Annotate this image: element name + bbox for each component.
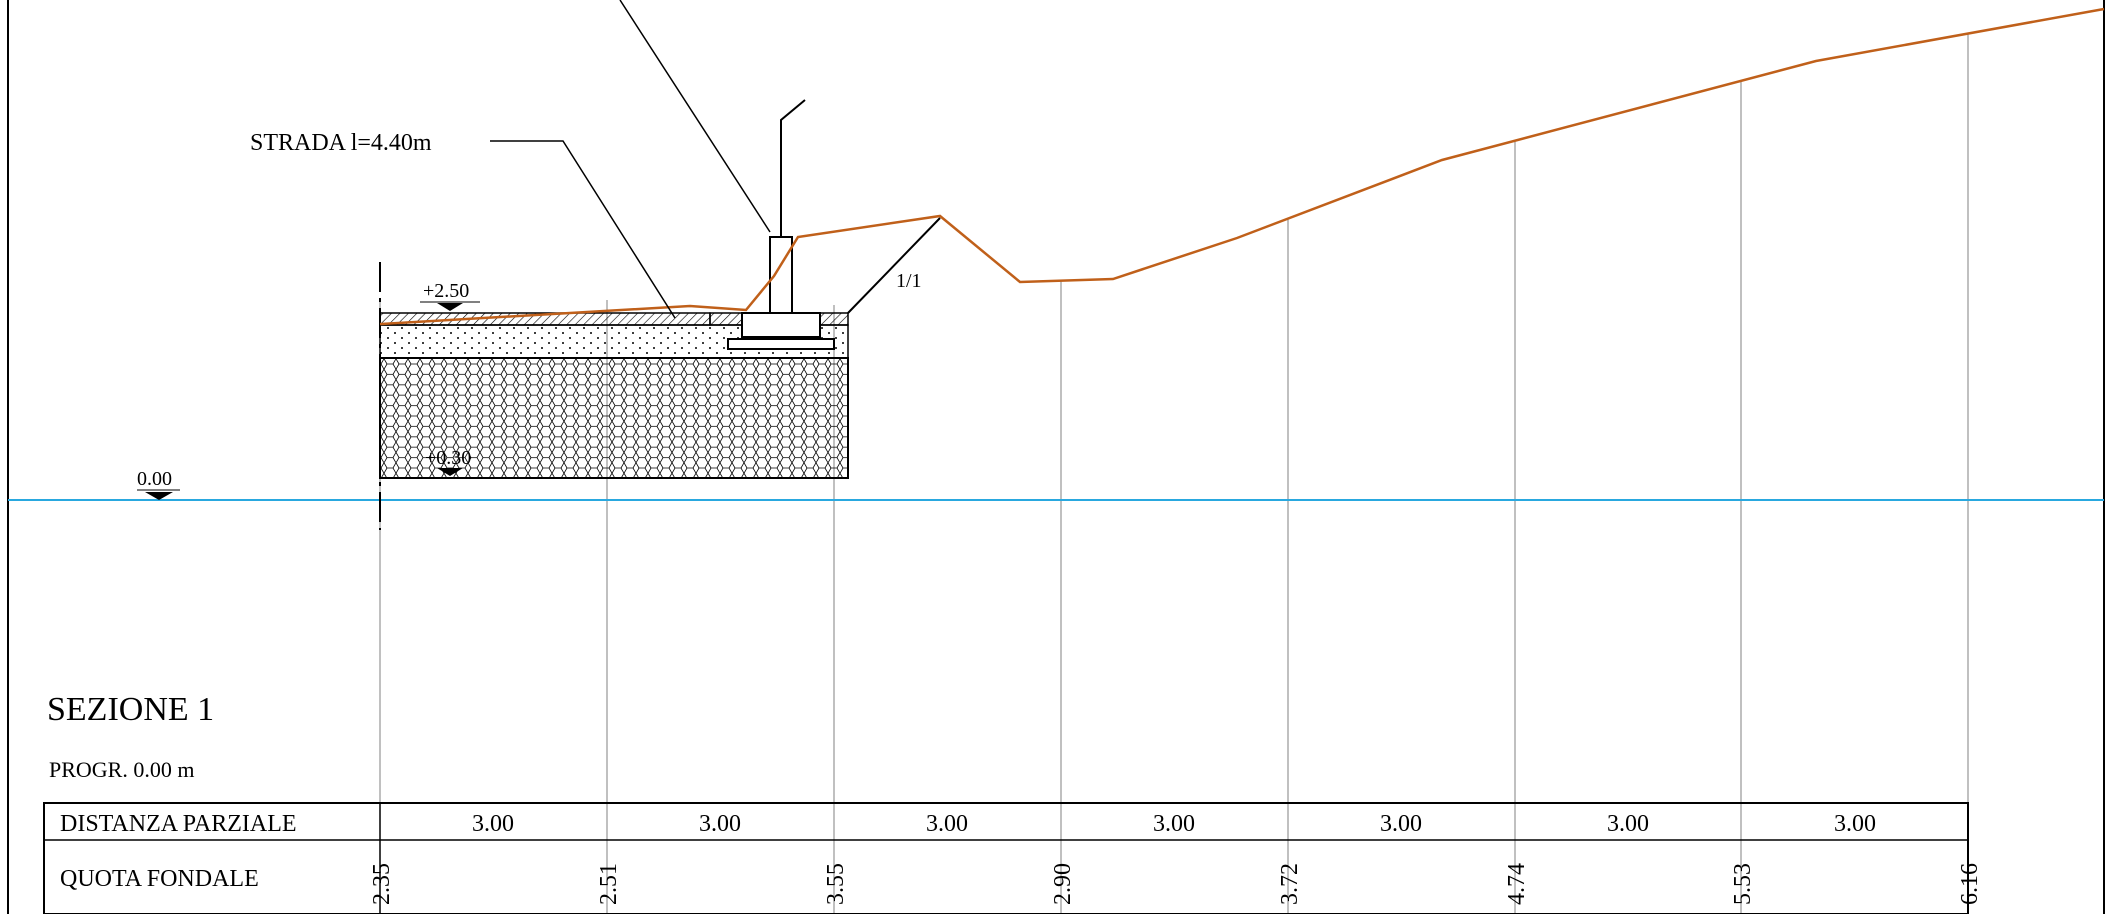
elevation-cell: 4.74 — [1504, 863, 1530, 905]
level-marker-icon — [437, 303, 463, 311]
datum-marker-icon — [145, 492, 173, 500]
top-leader-line — [619, 0, 771, 233]
distance-cell: 3.00 — [1834, 811, 1876, 837]
terrain-profile — [379, 7, 2105, 326]
elevation-cell: 3.55 — [823, 863, 849, 905]
elevation-cell: 3.72 — [1277, 863, 1303, 905]
slope-label: 1/1 — [896, 270, 922, 292]
distance-cell: 3.00 — [926, 811, 968, 837]
fill-layer-hex — [379, 357, 849, 479]
elevation-cell: 6.16 — [1957, 863, 1983, 905]
level-bottom-label: +0.30 — [425, 447, 471, 469]
railing — [780, 99, 806, 237]
road-leader-line — [490, 140, 676, 319]
table-frame — [43, 802, 1969, 914]
elevation-cell: 2.51 — [596, 863, 622, 905]
progressive-label: PROGR. 0.00 m — [49, 757, 194, 782]
curb-block — [709, 312, 743, 326]
wall-footing — [741, 312, 821, 338]
distance-cell: 3.00 — [1607, 811, 1649, 837]
road-label: STRADA l=4.40m — [250, 130, 432, 156]
section-title: SEZIONE 1 — [47, 691, 214, 728]
elevation-cell: 5.53 — [1730, 863, 1756, 905]
road-structure — [379, 99, 849, 530]
elevation-cell: 2.90 — [1050, 863, 1076, 905]
distance-cell: 3.00 — [699, 811, 741, 837]
distance-cell: 3.00 — [1380, 811, 1422, 837]
pavement-layer-right — [819, 312, 849, 326]
level-marker-icon — [437, 468, 463, 476]
level-top-label: +2.50 — [423, 280, 469, 302]
row-label-distance: DISTANZA PARZIALE — [60, 811, 297, 837]
elevation-cell: 2.35 — [369, 863, 395, 905]
row-label-elevation: QUOTA FONDALE — [60, 866, 259, 892]
data-table: DISTANZA PARZIALE QUOTA FONDALE 3.00 3.0… — [43, 802, 1983, 914]
distance-cell: 3.00 — [1153, 811, 1195, 837]
distance-cell: 3.00 — [472, 811, 514, 837]
embankment-slope — [847, 217, 941, 314]
datum-label: 0.00 — [137, 468, 172, 490]
footing-base — [727, 338, 835, 350]
